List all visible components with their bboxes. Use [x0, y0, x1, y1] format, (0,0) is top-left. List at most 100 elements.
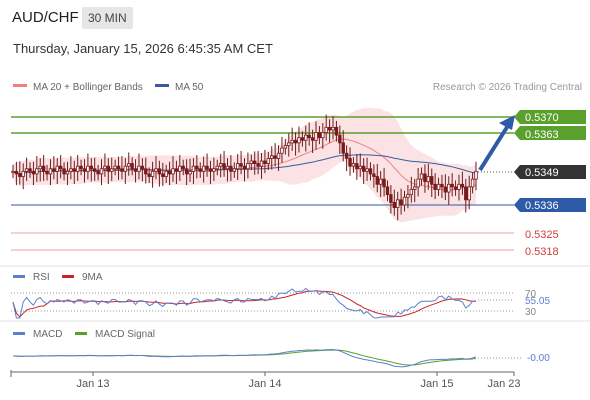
candle-body [72, 168, 76, 172]
candle-body [392, 202, 396, 208]
candle-body [307, 134, 311, 139]
candle-body [181, 165, 185, 170]
candle-body [31, 170, 36, 175]
candle-body [62, 168, 66, 175]
x-tick-label-jan14: Jan 14 [248, 378, 281, 390]
candle-body [144, 168, 148, 175]
candle-body [266, 158, 271, 164]
chart-header: AUD/CHF 30 MIN [0, 0, 590, 34]
candle-body [157, 168, 162, 175]
candle-body [334, 126, 339, 136]
candle-body [423, 173, 427, 183]
candle-body [198, 168, 202, 172]
candle-body [232, 168, 236, 172]
candle-body [164, 170, 168, 177]
candle-body [361, 165, 366, 172]
candle-body [310, 137, 315, 141]
candle-body [426, 176, 431, 183]
candle-body [35, 168, 39, 175]
candle-body [304, 134, 308, 141]
forecast-arrow-head [499, 115, 515, 130]
candle-body [317, 132, 322, 139]
rsi-legend-swatch [13, 275, 25, 278]
candle-body [154, 168, 158, 172]
level-label-s1: 0.5336 [525, 200, 559, 212]
candle-body [351, 163, 356, 167]
candle-body [327, 126, 332, 131]
level-label-l1: 0.5325 [525, 229, 559, 241]
candle-body [218, 163, 223, 167]
candle-body [378, 178, 383, 185]
candle-body [355, 163, 359, 170]
candle-body [385, 186, 390, 196]
level-badge-r2 [514, 126, 586, 140]
x-tick-label-jan13: Jan 13 [76, 378, 109, 390]
candle-body [99, 168, 104, 175]
candle-body [65, 170, 70, 175]
candle-body [235, 163, 240, 170]
level-label-r1: 0.5370 [525, 112, 559, 124]
candle-body [86, 165, 90, 172]
candle-body [171, 168, 175, 175]
candle-body [130, 163, 134, 170]
candle-body [443, 186, 448, 193]
candle-body [283, 145, 288, 149]
candle-body [368, 168, 373, 175]
macd-value-label: -0.00 [527, 353, 550, 364]
candle-body [184, 168, 189, 175]
candle-body [256, 163, 260, 167]
candle-body [276, 152, 281, 159]
candle-body [150, 170, 155, 177]
candle-body [137, 165, 141, 172]
datetime-label: Thursday, January 15, 2026 6:45:35 AM CE… [13, 41, 273, 56]
candle-body [45, 170, 49, 175]
candle-body [389, 194, 393, 203]
candle-body [191, 165, 196, 172]
level-badge-r1 [514, 110, 586, 124]
candle-body [41, 165, 46, 172]
candle-body [270, 155, 274, 159]
candle-body [167, 170, 172, 175]
macd-signal-legend-swatch [75, 332, 87, 335]
candle-body [82, 168, 87, 172]
candle-body [372, 173, 376, 177]
candle-body [409, 189, 414, 196]
rsi-value-label: 55.05 [525, 296, 550, 307]
candle-body [11, 170, 15, 173]
rsi-tick-70: 70 [525, 289, 537, 300]
candle-body [470, 178, 475, 188]
candle-body [440, 183, 444, 188]
level-badge-current [514, 165, 586, 179]
level-badge-s1 [514, 198, 586, 212]
candles [11, 114, 478, 221]
candle-body [174, 168, 179, 172]
candle-body [375, 176, 379, 185]
rsi-tick-30: 30 [525, 307, 537, 318]
candle-body [436, 183, 441, 190]
candle-body [280, 147, 284, 154]
level-label-r2: 0.5363 [525, 129, 559, 141]
candle-body [110, 168, 114, 172]
candle-body [321, 132, 325, 139]
candle-body [249, 160, 254, 164]
candle-body [21, 170, 25, 177]
rsi-legend-label: RSI [33, 272, 50, 283]
candle-body [201, 165, 206, 172]
candle-body [348, 158, 352, 167]
candle-body [69, 168, 73, 172]
candle-body [263, 160, 267, 164]
candle-body [450, 183, 454, 188]
candle-body [259, 160, 264, 167]
macd-legend-label: MACD [33, 329, 62, 340]
candle-body [188, 170, 192, 175]
timeframe-badge[interactable]: 30 MIN [82, 7, 133, 29]
candle-body [225, 165, 230, 170]
candle-body [229, 165, 233, 172]
ma20-legend-label: MA 20 + Bollinger Bands [33, 82, 143, 93]
candle-body [161, 173, 165, 177]
candle-body [205, 165, 209, 170]
candle-body [402, 196, 407, 206]
candle-body [89, 165, 94, 170]
candle-body [116, 165, 121, 170]
